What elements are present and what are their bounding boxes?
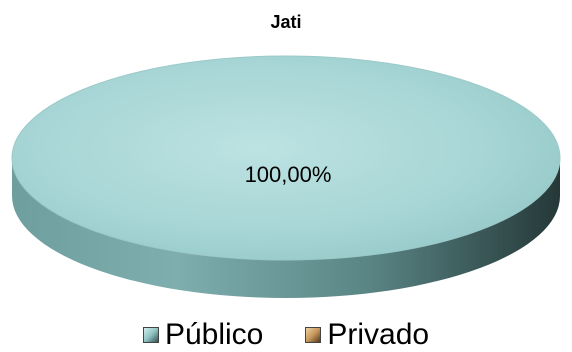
legend-swatch-privado	[305, 327, 322, 343]
pie-slice-publico	[11, 55, 561, 261]
chart-title: Jati	[270, 12, 302, 32]
legend-item-privado: Privado	[305, 318, 429, 352]
pie-slice-publico-side	[12, 158, 560, 298]
legend-label-publico: Público	[164, 318, 264, 351]
legend: Público Privado	[0, 318, 572, 352]
data-label-publico: 100,00%	[245, 162, 332, 187]
legend-swatch-publico	[142, 327, 159, 343]
legend-item-publico: Público	[142, 318, 264, 352]
legend-label-privado: Privado	[327, 318, 430, 351]
